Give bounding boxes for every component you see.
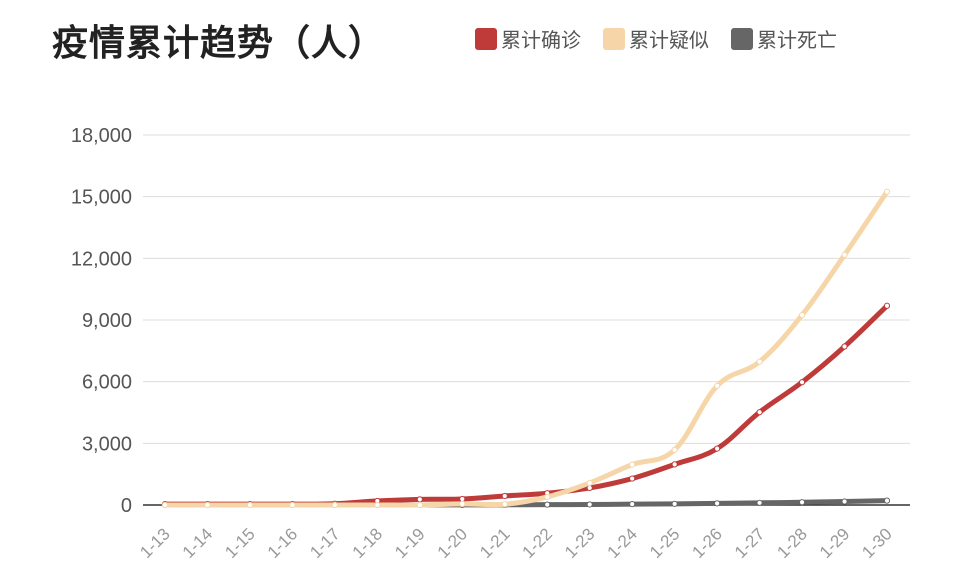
legend-swatch-confirmed xyxy=(475,27,497,50)
y-tick-label: 3,000 xyxy=(82,433,132,455)
data-point xyxy=(841,343,848,350)
y-tick-label: 15,000 xyxy=(71,187,132,209)
data-point xyxy=(586,501,593,508)
legend-item-deaths[interactable]: 累计死亡 xyxy=(731,24,837,53)
data-point xyxy=(756,409,763,416)
data-point xyxy=(629,475,636,482)
x-tick-label: 1-28 xyxy=(773,524,810,561)
x-tick-label: 1-27 xyxy=(731,524,768,561)
legend-swatch-suspected xyxy=(603,27,625,50)
data-point xyxy=(331,501,338,509)
data-point xyxy=(714,500,721,507)
x-tick-label: 1-17 xyxy=(306,524,343,561)
data-point xyxy=(841,498,848,505)
legend-label: 累计确诊 xyxy=(501,28,581,52)
data-point xyxy=(586,479,593,487)
x-tick-label: 1-15 xyxy=(221,524,258,561)
y-tick-label: 18,000 xyxy=(71,125,132,147)
data-point xyxy=(671,461,678,468)
x-tick-label: 1-24 xyxy=(604,524,641,561)
data-point xyxy=(629,461,636,468)
x-tick-label: 1-29 xyxy=(816,524,853,561)
data-point xyxy=(501,492,508,500)
data-point xyxy=(246,501,254,509)
data-point xyxy=(416,501,423,509)
legend-label: 累计死亡 xyxy=(757,28,837,52)
legend: 累计确诊 累计疑似 累计死亡 xyxy=(475,24,837,53)
data-point xyxy=(798,499,806,506)
data-point xyxy=(544,501,551,508)
data-point xyxy=(714,445,721,452)
x-tick-label: 1-18 xyxy=(349,524,386,561)
y-tick-label: 9,000 xyxy=(82,310,132,332)
data-point xyxy=(459,500,466,507)
x-tick-label: 1-22 xyxy=(519,524,556,561)
data-point xyxy=(161,501,169,509)
x-tick-label: 1-30 xyxy=(858,524,895,561)
y-tick-label: 12,000 xyxy=(71,248,132,270)
data-point xyxy=(798,379,806,386)
x-tick-label: 1-16 xyxy=(264,524,301,561)
legend-item-suspected[interactable]: 累计疑似 xyxy=(603,24,709,53)
legend-label: 累计疑似 xyxy=(629,28,709,52)
x-tick-label: 1-14 xyxy=(179,524,216,561)
legend-item-confirmed[interactable]: 累计确诊 xyxy=(475,24,581,53)
chart-title: 疫情累计趋势（人） xyxy=(52,23,386,64)
data-point xyxy=(629,501,636,508)
data-point xyxy=(289,501,296,509)
data-point xyxy=(798,311,806,319)
data-point xyxy=(841,251,848,259)
series-line-0 xyxy=(162,303,890,507)
data-point xyxy=(416,496,423,503)
data-point xyxy=(501,501,508,508)
data-point xyxy=(883,302,891,309)
x-tick-label: 1-20 xyxy=(434,524,471,561)
data-point xyxy=(714,382,721,390)
data-point xyxy=(671,446,678,453)
data-point xyxy=(544,493,551,501)
x-tick-label: 1-25 xyxy=(646,524,683,561)
x-tick-label: 1-21 xyxy=(476,524,513,561)
x-tick-label: 1-23 xyxy=(561,524,598,561)
data-point xyxy=(883,497,891,504)
data-point xyxy=(756,499,763,506)
data-point xyxy=(671,500,678,507)
data-point xyxy=(374,501,381,509)
series-line-1 xyxy=(162,189,890,508)
data-point xyxy=(883,188,891,195)
x-tick-label: 1-19 xyxy=(391,524,428,561)
legend-swatch-deaths xyxy=(731,27,753,50)
data-point xyxy=(204,501,211,509)
x-tick-label: 1-13 xyxy=(136,524,173,561)
y-tick-label: 0 xyxy=(121,495,132,517)
y-tick-label: 6,000 xyxy=(82,372,132,394)
x-tick-label: 1-26 xyxy=(688,524,725,561)
data-point xyxy=(756,358,763,365)
